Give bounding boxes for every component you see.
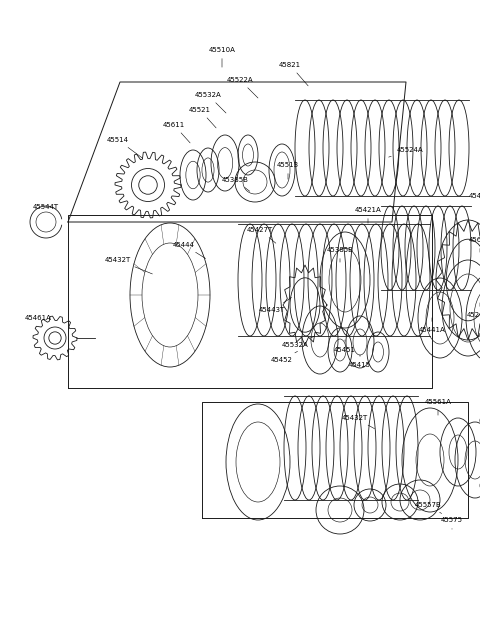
Text: 45514: 45514 <box>107 137 143 158</box>
Text: 45513: 45513 <box>277 162 299 179</box>
Text: 45444: 45444 <box>173 242 205 259</box>
Text: 45524A: 45524A <box>389 147 423 157</box>
Text: 45385B: 45385B <box>326 247 353 262</box>
Text: 45575: 45575 <box>441 517 463 529</box>
Text: 45821: 45821 <box>279 62 308 86</box>
Text: 45553: 45553 <box>0 622 1 623</box>
Text: 45557B: 45557B <box>415 502 442 513</box>
Text: 45554A: 45554A <box>0 622 1 623</box>
Text: 45532A: 45532A <box>282 336 314 348</box>
Text: 45544T: 45544T <box>33 204 59 210</box>
Text: 45510A: 45510A <box>209 47 235 67</box>
Text: 45532A: 45532A <box>194 92 226 113</box>
Text: 45452: 45452 <box>271 351 298 363</box>
Text: 45581C: 45581C <box>0 622 1 623</box>
Text: 45443T: 45443T <box>259 298 292 313</box>
Text: 45432T: 45432T <box>342 415 374 429</box>
Text: 45461A: 45461A <box>24 315 51 321</box>
Text: 45561A: 45561A <box>425 399 451 415</box>
Text: 45441A: 45441A <box>419 318 445 333</box>
Text: 45552A: 45552A <box>0 622 1 623</box>
Text: 45435: 45435 <box>0 622 1 623</box>
Text: 45421A: 45421A <box>355 207 382 223</box>
Text: 45611: 45611 <box>469 237 480 252</box>
Text: 45513: 45513 <box>0 622 1 623</box>
Text: 45410C: 45410C <box>468 193 480 199</box>
Text: 45427T: 45427T <box>247 227 276 243</box>
Text: 45522A: 45522A <box>227 77 258 98</box>
Text: 45611: 45611 <box>163 122 190 143</box>
Text: 45269A: 45269A <box>467 303 480 318</box>
Text: 45451: 45451 <box>334 340 356 353</box>
Text: 45571A: 45571A <box>0 622 1 623</box>
Text: 45432T: 45432T <box>105 257 153 274</box>
Text: 45521: 45521 <box>189 107 216 128</box>
Text: 45412: 45412 <box>0 622 1 623</box>
Text: 45427T: 45427T <box>0 622 1 623</box>
Text: 45385B: 45385B <box>222 177 250 191</box>
Text: 45415: 45415 <box>349 354 371 368</box>
